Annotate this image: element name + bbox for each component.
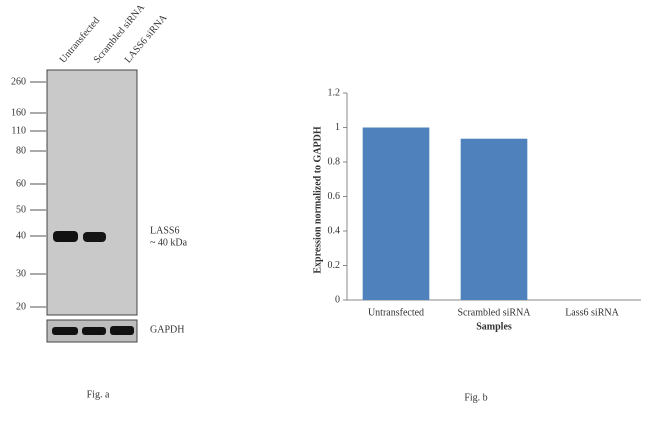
marker-label: 160 xyxy=(11,107,26,118)
x-tick-label: Scrambled siRNA xyxy=(457,307,531,318)
blot-band xyxy=(83,232,106,242)
band-label: LASS6 xyxy=(150,225,179,236)
y-tick-label: 0 xyxy=(335,294,340,305)
gapdh-band xyxy=(82,327,106,335)
y-tick-label: 0.4 xyxy=(328,225,341,236)
blot-membrane xyxy=(46,69,138,316)
y-tick-label: 1 xyxy=(335,122,340,133)
x-tick-label: Untransfected xyxy=(368,307,424,318)
band-size: ~ 40 kDa xyxy=(150,237,188,248)
marker-label: 60 xyxy=(16,178,26,189)
y-tick-label: 0.2 xyxy=(328,260,341,271)
marker-label: 110 xyxy=(11,125,26,136)
bar xyxy=(362,127,430,300)
marker-label: 80 xyxy=(16,145,26,156)
caption: Fig. a xyxy=(87,389,110,400)
bar xyxy=(460,138,528,300)
caption: Fig. b xyxy=(464,392,487,403)
marker-label: 40 xyxy=(16,230,26,241)
gapdh-band xyxy=(110,326,134,335)
gapdh-band xyxy=(52,327,78,335)
marker-label: 20 xyxy=(16,301,26,312)
marker-label: 30 xyxy=(16,268,26,279)
y-tick-label: 0.6 xyxy=(328,191,341,202)
marker-label: 50 xyxy=(16,204,26,215)
control-label: GAPDH xyxy=(150,324,184,335)
marker-label: 260 xyxy=(11,76,26,87)
x-tick-label: Lass6 siRNA xyxy=(565,307,619,318)
y-tick-label: 1.2 xyxy=(328,87,341,98)
y-tick-label: 0.8 xyxy=(328,156,341,167)
lane-label: Scrambled siRNA xyxy=(92,2,148,66)
y-axis-label: Expression normalized to GAPDH xyxy=(312,126,323,274)
x-axis-label: Samples xyxy=(476,321,512,332)
blot-band xyxy=(53,231,78,242)
